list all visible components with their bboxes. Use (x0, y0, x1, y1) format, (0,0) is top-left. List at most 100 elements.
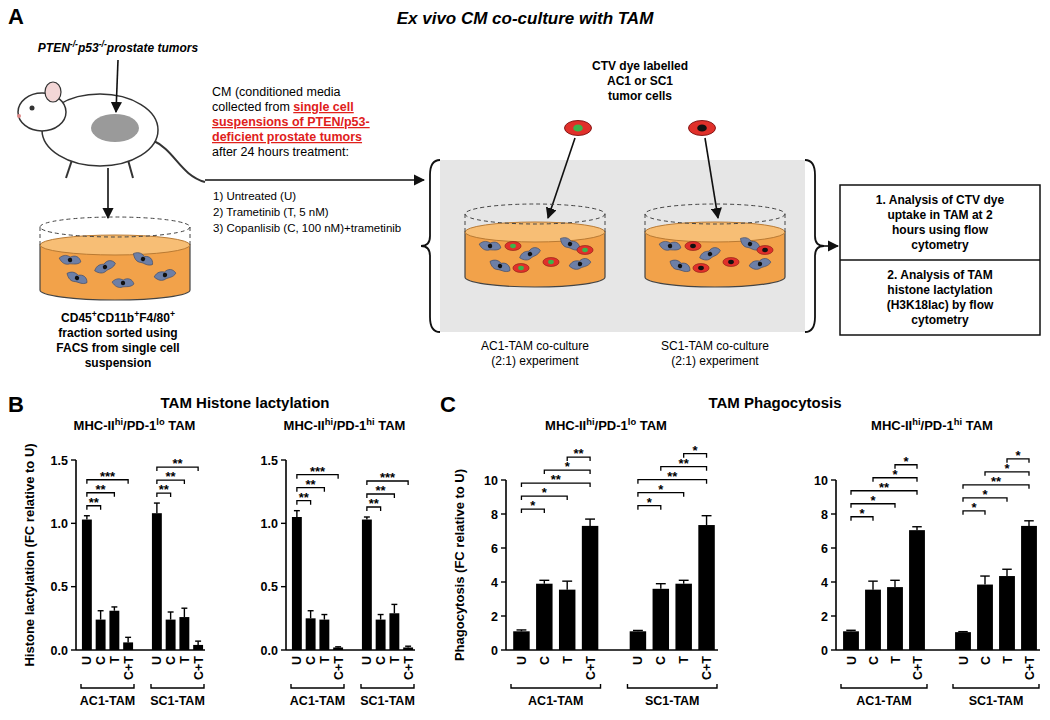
bar (82, 520, 92, 650)
tumor-cell-nucleus (548, 260, 554, 264)
significance-label: ** (369, 496, 380, 511)
mouse-nose (17, 114, 21, 118)
text-part: TAM (165, 418, 196, 433)
text-part: fraction sorted using (58, 326, 177, 340)
macrophage-body (658, 239, 681, 252)
macrophage-nucleus (74, 275, 80, 281)
error-bar (872, 581, 873, 590)
culture-dish (645, 204, 785, 287)
macrophage-body (153, 268, 176, 281)
tumor-cell (577, 246, 593, 255)
significance-label: ** (159, 482, 170, 497)
x-tick-label: T (561, 656, 575, 664)
text-part: MHC-II (284, 418, 325, 433)
y-tick (501, 513, 506, 514)
group-label: AC1-TAM (856, 694, 911, 708)
y-tick (71, 586, 76, 587)
macrophage-nucleus (487, 243, 492, 248)
bar (675, 584, 691, 650)
tumor-cell-nucleus (582, 248, 588, 252)
text-part: prostate tumors (106, 41, 199, 55)
y-tick-label: 8 (821, 508, 828, 522)
macrophage (518, 246, 542, 262)
macrophage (478, 239, 501, 252)
analysis-text: 2. Analysis of TAM (887, 268, 992, 282)
mouse-tail (152, 140, 205, 182)
figure: AEx vivo CM co-culture with TAMPTEN-/-p5… (0, 0, 1050, 720)
coculture-label: AC1-TAM co-culture (481, 339, 589, 353)
arrow (824, 245, 838, 247)
superscript: hi (912, 417, 920, 427)
error-cap (364, 516, 370, 517)
error-cap (391, 604, 397, 605)
significance-label: ** (96, 482, 107, 497)
tumor-cell-nucleus (573, 124, 583, 131)
significance-label: ** (991, 474, 1002, 489)
dish-surface (40, 235, 190, 255)
significance-label: *** (310, 464, 326, 479)
x-tick-label: T (108, 656, 122, 664)
sort-label: FACS from single cell (56, 341, 179, 355)
tumor-cell (685, 242, 701, 251)
superscript: hi (954, 417, 962, 427)
macrophage-nucleus (162, 272, 167, 277)
error-bar (127, 637, 128, 642)
significance-label: ** (679, 456, 690, 471)
marks (292, 511, 413, 650)
chart-subtitle: MHC-IIhi/PD-1hi TAM (284, 417, 406, 433)
arrow (205, 179, 424, 181)
error-cap (585, 518, 595, 519)
macrophage (65, 269, 89, 287)
y-tick (831, 547, 836, 548)
error-bar (380, 615, 381, 620)
dish-wall (785, 214, 786, 232)
tumor (91, 114, 139, 142)
y-tick (281, 649, 286, 650)
brace (421, 160, 440, 332)
macrophage (748, 257, 771, 270)
error-cap (195, 640, 201, 641)
error-bar (1028, 521, 1029, 526)
panel-title: TAM Phagocytosis (708, 394, 841, 411)
x-tick-label: U (360, 656, 374, 665)
bar (513, 631, 529, 650)
significance-label: * (859, 506, 865, 521)
superscript: hi (366, 417, 374, 427)
significance-label: * (565, 459, 571, 474)
group-line (953, 684, 1039, 688)
significance-label: * (870, 493, 876, 508)
tumor-cell-body (577, 246, 593, 255)
y-tick-label: 10 (814, 474, 828, 488)
error-bar (589, 519, 590, 526)
y-tick-label: 2 (821, 610, 828, 624)
highlight: deficient prostate tumors (212, 130, 362, 144)
text-part: /PD-1 (595, 418, 628, 433)
x-tick-label: U (845, 656, 859, 665)
macrophage (112, 277, 135, 288)
error-cap (633, 630, 643, 631)
analysis-text: cytometry (911, 238, 969, 252)
cm-text: CM (conditioned media (212, 85, 341, 99)
significance-label: ** (172, 456, 183, 471)
error-bar (324, 615, 325, 620)
arrow (548, 138, 575, 218)
bar (96, 620, 106, 650)
macrophage-body (65, 269, 89, 287)
bar (653, 589, 669, 650)
y-tick-label: 4 (491, 576, 498, 590)
group-line (81, 684, 134, 688)
error-cap (154, 502, 160, 503)
text-part: TAM (375, 418, 406, 433)
error-bar (984, 576, 985, 585)
y-tick-label: 1.5 (51, 454, 68, 468)
group-label: AC1-TAM (290, 694, 345, 708)
x-tick-label: C+T (122, 656, 136, 680)
y-tick-label: 6 (491, 542, 498, 556)
group-line (361, 684, 414, 688)
macrophage-nucleus (747, 241, 753, 247)
x-tick-label: C (979, 656, 993, 665)
macrophage-nucleus (577, 261, 582, 266)
treatment: 1) Untreated (U) (213, 190, 296, 202)
bar (909, 530, 925, 650)
chart-subtitle: MHC-IIhi/PD-1lo TAM (74, 417, 196, 433)
